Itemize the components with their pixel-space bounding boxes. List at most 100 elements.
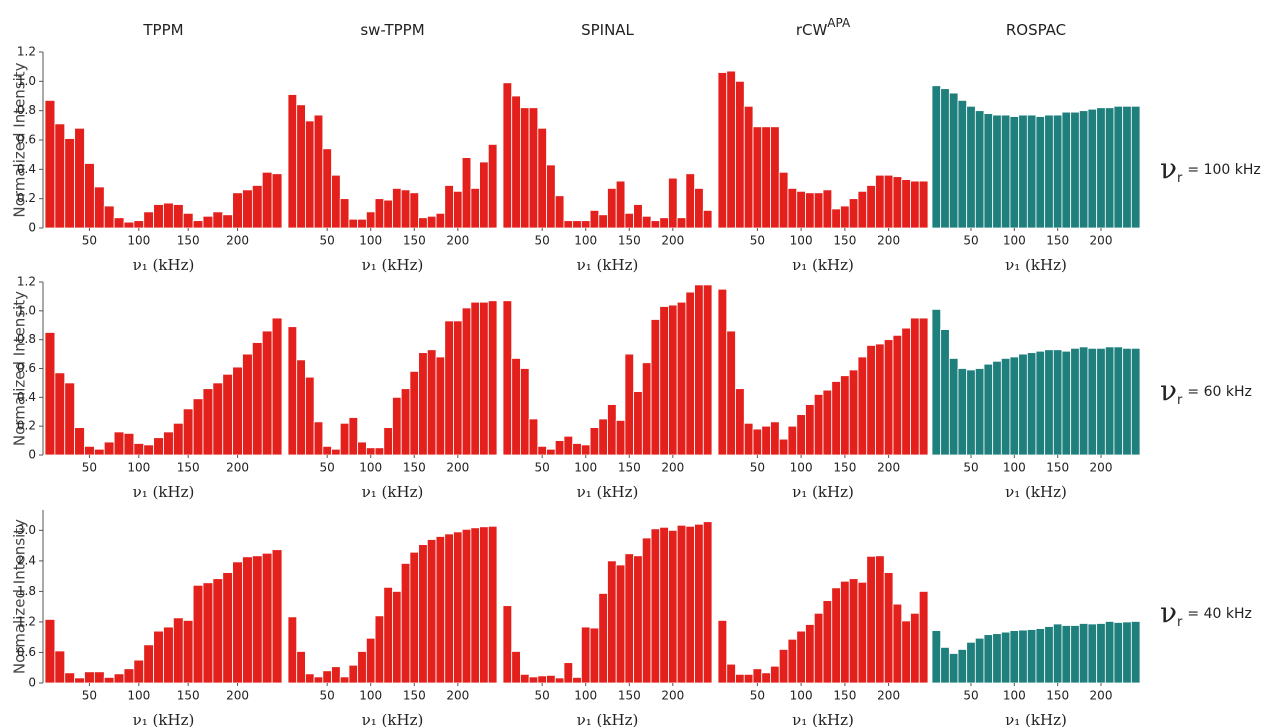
x-tick-label: 100 <box>359 689 382 703</box>
bar <box>668 177 678 229</box>
bar <box>633 391 643 456</box>
bar <box>694 523 704 684</box>
x-tick-label: 100 <box>574 461 597 475</box>
x-tick-label: 150 <box>177 461 200 475</box>
bar <box>676 524 687 684</box>
bar <box>554 195 565 229</box>
bar <box>974 637 985 684</box>
bar <box>883 572 894 684</box>
bar <box>676 301 687 456</box>
bar <box>901 327 911 456</box>
bar <box>242 189 253 229</box>
row-label-subscript: r <box>1177 393 1183 408</box>
x-axis-label: ν₁ (kHz) <box>1005 483 1067 501</box>
bar <box>918 317 929 456</box>
bar <box>418 352 428 456</box>
bar <box>778 171 789 229</box>
bar <box>520 673 530 684</box>
bar <box>883 174 894 229</box>
bar <box>641 537 652 684</box>
bar <box>1096 107 1106 229</box>
bar <box>1044 114 1054 229</box>
x-tick-label: 50 <box>750 461 765 475</box>
bar <box>520 107 530 229</box>
bar <box>322 148 332 229</box>
bar <box>694 187 704 229</box>
y-tick-label: 1.2 <box>17 275 36 289</box>
bar <box>232 366 243 456</box>
bar <box>296 651 306 684</box>
bar <box>901 179 911 229</box>
bar <box>633 555 643 684</box>
bar <box>685 525 695 684</box>
bar <box>563 435 574 456</box>
bar <box>685 173 695 229</box>
bar <box>153 437 164 456</box>
x-tick-label: 150 <box>1046 234 1069 248</box>
bar <box>202 582 214 684</box>
bar <box>717 288 728 456</box>
bar <box>615 564 626 684</box>
bar <box>222 373 234 456</box>
x-tick-label: 200 <box>446 461 469 475</box>
bar <box>182 620 194 684</box>
bar <box>103 677 115 684</box>
bar <box>357 218 367 229</box>
bar <box>470 527 480 684</box>
bar <box>805 624 815 684</box>
bar <box>103 441 115 456</box>
bar <box>383 586 393 684</box>
bar <box>435 356 446 456</box>
bar <box>435 536 446 684</box>
bar <box>546 164 556 229</box>
bar <box>554 677 565 684</box>
bar <box>339 676 350 684</box>
x-axis-label: ν₁ (kHz) <box>1005 711 1067 727</box>
bar <box>778 438 789 456</box>
bar <box>348 417 359 456</box>
bar <box>641 362 652 456</box>
x-tick-label: 100 <box>359 461 382 475</box>
bar <box>296 359 306 456</box>
bar <box>172 204 184 229</box>
bar <box>770 421 780 456</box>
bar <box>598 418 608 456</box>
bar <box>624 553 635 684</box>
row-label-text: = 40 kHz <box>1187 606 1251 622</box>
y-tick-label: 0.6 <box>17 133 36 147</box>
bar <box>365 447 376 456</box>
bar <box>374 198 385 229</box>
x-tick-label: 50 <box>963 234 978 248</box>
bar <box>64 138 76 229</box>
bar <box>470 301 480 456</box>
bar <box>676 217 687 229</box>
row-label-text: = 60 kHz <box>1187 384 1251 400</box>
bar <box>831 381 841 456</box>
bar <box>813 192 824 229</box>
bar <box>383 199 393 229</box>
x-tick-label: 200 <box>661 461 684 475</box>
bar <box>743 673 754 684</box>
bar <box>93 671 105 684</box>
x-tick-label: 100 <box>1003 461 1026 475</box>
bar <box>589 427 600 456</box>
bar <box>182 212 194 229</box>
bar <box>598 593 608 684</box>
bar <box>726 330 736 456</box>
bar <box>418 544 428 684</box>
x-tick-label: 150 <box>177 234 200 248</box>
bar <box>857 581 868 684</box>
bar <box>331 448 341 456</box>
bar <box>580 626 591 684</box>
row-label: νr = 40 kHz <box>1160 596 1252 630</box>
x-tick-label: 200 <box>661 689 684 703</box>
bar <box>313 421 324 456</box>
x-tick-label: 200 <box>1090 461 1113 475</box>
bar <box>589 209 600 229</box>
bar <box>426 215 437 229</box>
bar <box>726 663 736 684</box>
bar <box>461 307 472 456</box>
bar <box>1052 114 1063 229</box>
bar <box>641 215 652 229</box>
x-tick-label: 200 <box>661 234 684 248</box>
